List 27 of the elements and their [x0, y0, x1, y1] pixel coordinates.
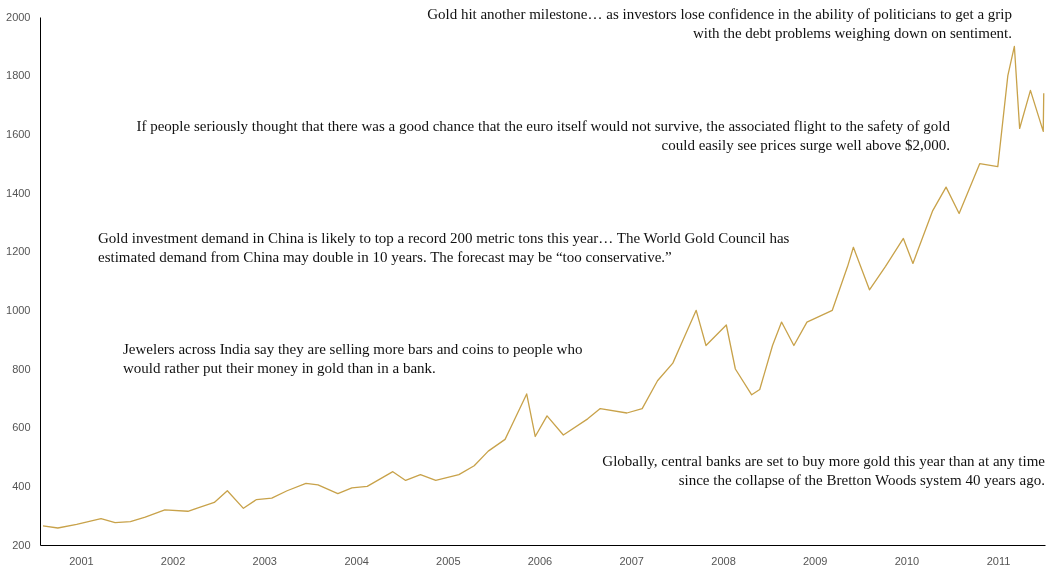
- x-tick-label: 2010: [894, 554, 920, 567]
- x-tick-label: 2003: [252, 554, 277, 567]
- y-tick-label: 600: [12, 421, 31, 434]
- x-tick-label: 2008: [711, 554, 736, 567]
- x-tick-label: 2011: [986, 554, 1011, 567]
- y-tick-label: 400: [12, 479, 31, 492]
- x-tick-label: 2007: [619, 554, 644, 567]
- annotation: Gold investment demand in China is likely to top a record 200 metric tons this year… The World Gold Council has estimated demand from China may double in 10 years. The forecast may be “too conservative.”: [98, 230, 790, 265]
- y-tick-label: 1600: [6, 127, 31, 140]
- x-tick-label: 2005: [436, 554, 461, 567]
- y-tick-label: 1800: [6, 69, 31, 82]
- x-tick-label: 2001: [69, 554, 94, 567]
- y-tick-label: 1400: [6, 186, 31, 199]
- x-tick-label: 2006: [527, 554, 553, 567]
- annotation: If people seriously thought that there was a good chance that the euro itself would not survive, the associated flight to the safety of gold could easily see prices surge well above $2,000.: [136, 118, 951, 153]
- y-tick-label: 2000: [6, 10, 31, 23]
- y-tick-label: 1200: [6, 245, 31, 258]
- x-tick-label: 2009: [802, 554, 828, 567]
- x-tick-label: 2002: [160, 554, 186, 567]
- y-tick-label: 200: [12, 538, 31, 551]
- y-tick-label: 800: [12, 362, 31, 375]
- annotation: Gold hit another milestone… as investors lose confidence in the ability of politicians to get a grip with the debt problems weighing down on sentiment.: [427, 6, 1012, 41]
- line-series: [42, 45, 1045, 529]
- x-tick-label: 2004: [344, 554, 369, 567]
- y-tick-label: 1000: [6, 303, 31, 316]
- annotation: Jewelers across India say they are selling more bars and coins to people who would rather put their money in gold than in a bank.: [123, 341, 583, 376]
- annotation: Globally, central banks are set to buy more gold this year than at any time since the collapse of the Bretton Woods system 40 years ago.: [602, 453, 1046, 488]
